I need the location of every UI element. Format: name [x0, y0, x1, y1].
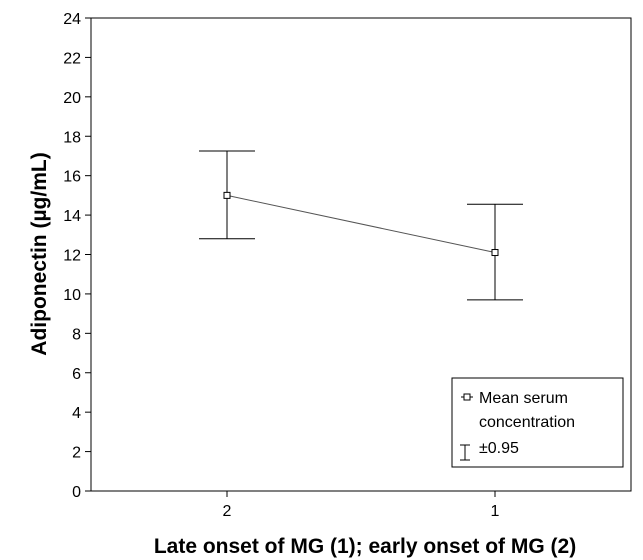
y-tick-label: 12: [63, 248, 81, 265]
x-axis-title: Late onset of MG (1); early onset of MG …: [154, 535, 576, 558]
y-tick-label: 8: [72, 326, 81, 343]
y-tick-label: 24: [63, 11, 81, 28]
y-tick-label: 10: [63, 287, 81, 304]
data-point: [491, 249, 499, 257]
legend-box: [451, 377, 624, 468]
y-tick-label: 0: [72, 484, 81, 501]
y-tick-label: 16: [63, 169, 81, 186]
y-axis-title: Adiponectin (µg/mL): [28, 152, 51, 355]
y-tick-label: 20: [63, 90, 81, 107]
legend: Mean serum concentration ±0.95: [451, 377, 624, 468]
y-tick-label: 18: [63, 129, 81, 146]
data-point: [223, 191, 231, 199]
series-line: [226, 194, 496, 254]
y-tick-label: 22: [63, 50, 81, 67]
x-tick-label: 1: [491, 503, 500, 520]
legend-series-name-line1: Mean serum: [479, 390, 568, 407]
y-tick-label: 14: [63, 208, 81, 225]
legend-square-marker-icon: [463, 393, 471, 401]
y-tick-label: 6: [72, 366, 81, 383]
series: [199, 150, 523, 301]
y-tick-label: 4: [72, 405, 81, 422]
x-tick-label: 2: [223, 503, 232, 520]
legend-series-name-line2: concentration: [479, 414, 575, 431]
legend-errorbar-label: ±0.95: [479, 440, 519, 457]
y-tick-label: 2: [72, 445, 81, 462]
